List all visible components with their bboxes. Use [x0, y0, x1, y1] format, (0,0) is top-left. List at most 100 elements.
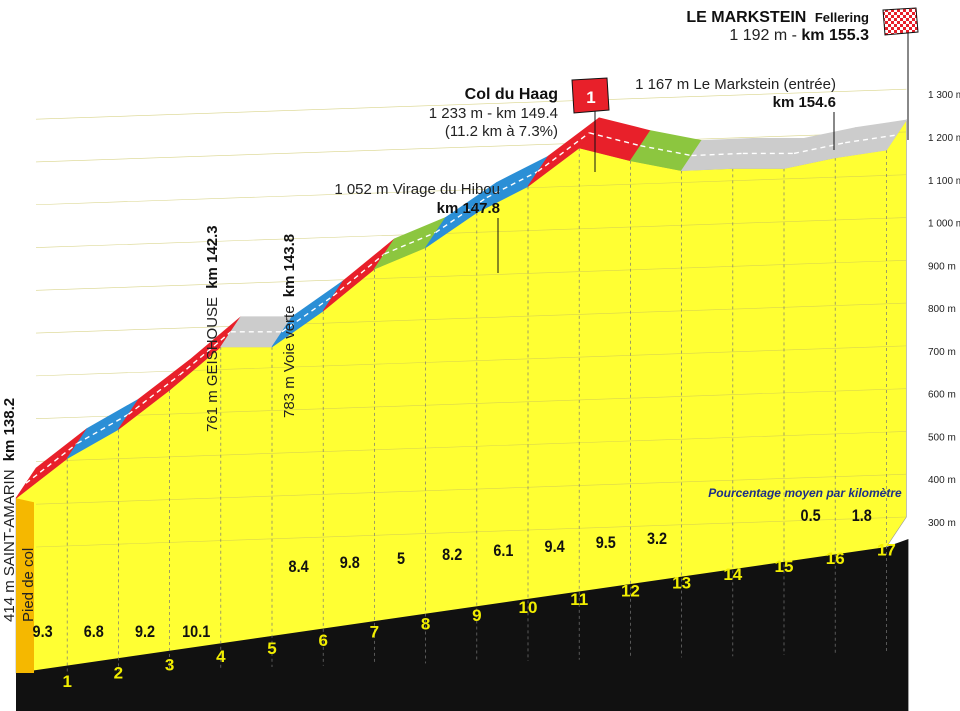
km-label: 5	[267, 639, 276, 658]
start-name: 414 m SAINT-AMARIN	[1, 469, 18, 622]
finish-flag-icon	[882, 7, 919, 36]
finish-town: Fellering	[815, 10, 869, 25]
geishouse-km: km 142.3	[204, 225, 221, 288]
altitude-gridline	[35, 217, 907, 248]
finish-alt: 1 192 m -	[729, 27, 801, 44]
gradient-label: 9.8	[340, 554, 360, 572]
road-centre-line	[435, 196, 488, 234]
km-label: 9	[472, 606, 481, 625]
km-label: 17	[877, 541, 896, 560]
finish-title: LE MARKSTEIN Fellering	[686, 9, 869, 26]
altitude-gridline	[35, 473, 907, 505]
altitude-tick-labels: 300 m 400 m 500 m 600 m 700 m 800 m 900 m 1 000…	[928, 90, 960, 529]
profile-start-face	[16, 498, 34, 673]
altitude-gridline	[35, 131, 907, 163]
road-centre-line	[537, 132, 590, 172]
profile-area-layer	[15, 119, 909, 711]
finish-detail: 1 192 m - km 155.3	[729, 27, 869, 44]
gradient-label: 9.3	[33, 623, 53, 641]
km-axis-base	[16, 539, 909, 711]
voie-verte-km: km 143.8	[281, 234, 298, 297]
altitude-tick-label: 500 m	[928, 432, 956, 443]
altitude-gridline	[35, 88, 907, 120]
gradient-label: 0.5	[801, 507, 821, 525]
climb-category-flag-icon	[571, 77, 610, 114]
km-label: 6	[318, 631, 327, 650]
km-label: 10	[519, 598, 538, 617]
km-label: 14	[723, 565, 742, 584]
markstein-entree-km: km 154.6	[773, 94, 836, 111]
haag-name: Col du Haag	[465, 86, 558, 103]
altitude-tick-label: 400 m	[928, 475, 956, 486]
start-km: km 138.2	[1, 398, 18, 461]
road-centre-line	[332, 253, 385, 297]
altitude-tick-label: 300 m	[928, 518, 956, 529]
altitude-gridlines	[35, 88, 907, 548]
altitude-tick-label: 1 000 m	[928, 219, 960, 230]
voie-verte-name: 783 m Voie verte	[281, 305, 298, 418]
gradient-caption: Pourcentage moyen par kilomètre	[708, 486, 902, 500]
altitude-tick-label: 600 m	[928, 390, 956, 401]
km-label: 8	[421, 614, 430, 633]
start-label: 414 m SAINT-AMARIN km 138.2	[1, 398, 18, 622]
hibou-name: 1 052 m Virage du Hibou	[334, 181, 500, 198]
gradient-label: 9.5	[596, 534, 616, 552]
finish-km: km 155.3	[801, 27, 869, 44]
altitude-tick-label: 1 100 m	[928, 176, 960, 187]
km-label: 3	[165, 655, 174, 674]
geishouse-name: 761 m GEISHOUSE	[204, 297, 221, 432]
gradient-labels: 9.3 6.8 9.2 10.1 8.4 9.8 5 8.2 6.1 9.4 9.5 3.2 0.5 1.…	[33, 507, 872, 641]
finish-name: LE MARKSTEIN	[686, 9, 806, 26]
road-ribbon-segments	[15, 117, 908, 499]
altitude-gridline	[35, 174, 907, 206]
km-label: 15	[775, 557, 794, 576]
altitude-tick-label: 700 m	[928, 347, 956, 358]
haag-detail: 1 233 m - km 149.4	[429, 105, 558, 122]
haag-category: 1	[586, 88, 595, 107]
altitude-tick-label: 800 m	[928, 304, 956, 315]
road-centre-line	[76, 413, 129, 445]
altitude-tick-label: 1 300 m	[928, 90, 960, 101]
km-axis-labels: 1 2 3 4 5 6 7 8 9 10 11 12 13 14 15 16 17	[62, 541, 895, 691]
haag-stats: (11.2 km à 7.3%)	[445, 123, 558, 140]
start-annotation: 414 m SAINT-AMARIN km 138.2 Pied de col	[1, 398, 37, 622]
road-centre-line	[25, 442, 78, 484]
gradient-label: 8.2	[442, 546, 462, 564]
profile-side-faces	[16, 498, 34, 673]
gradient-label: 9.4	[545, 538, 565, 556]
road-centre-line	[281, 295, 334, 333]
hibou-km: km 147.8	[437, 200, 500, 217]
km-label: 2	[114, 664, 123, 683]
road-centre-line	[486, 170, 539, 199]
gradient-label: 1.8	[852, 507, 872, 525]
markstein-entree-name: 1 167 m Le Markstein (entrée)	[635, 76, 836, 93]
gradient-label: 9.2	[135, 623, 155, 641]
altitude-gridline	[35, 260, 907, 291]
altitude-gridline	[35, 516, 907, 548]
km-dividers	[66, 147, 887, 672]
geishouse-annotation: 761 m GEISHOUSE km 142.3	[204, 225, 221, 432]
km-label: 11	[570, 590, 588, 609]
km-label: 1	[62, 672, 71, 691]
road-centre-line	[179, 331, 232, 376]
gradient-label: 6.1	[493, 542, 513, 560]
geishouse-label: 761 m GEISHOUSE km 142.3	[204, 225, 221, 432]
road-segment	[834, 119, 908, 159]
start-sub: Pied de col	[20, 548, 37, 622]
altitude-gridline	[35, 302, 907, 334]
km-label: 13	[672, 573, 691, 592]
km-label: 4	[216, 647, 226, 666]
voie-verte-label: 783 m Voie verte km 143.8	[281, 234, 298, 418]
altitude-gridline	[35, 431, 907, 462]
km-label: 12	[621, 582, 640, 601]
gradient-label: 10.1	[182, 623, 210, 641]
km-label: 7	[370, 623, 379, 642]
gradient-label: 6.8	[84, 623, 104, 641]
road-centre-line	[127, 374, 181, 415]
gradient-label: 3.2	[647, 530, 667, 548]
gradient-label: 5	[397, 550, 405, 568]
km-label: 16	[826, 549, 845, 568]
altitude-tick-label: 900 m	[928, 261, 956, 272]
altitude-gridline	[35, 388, 907, 419]
